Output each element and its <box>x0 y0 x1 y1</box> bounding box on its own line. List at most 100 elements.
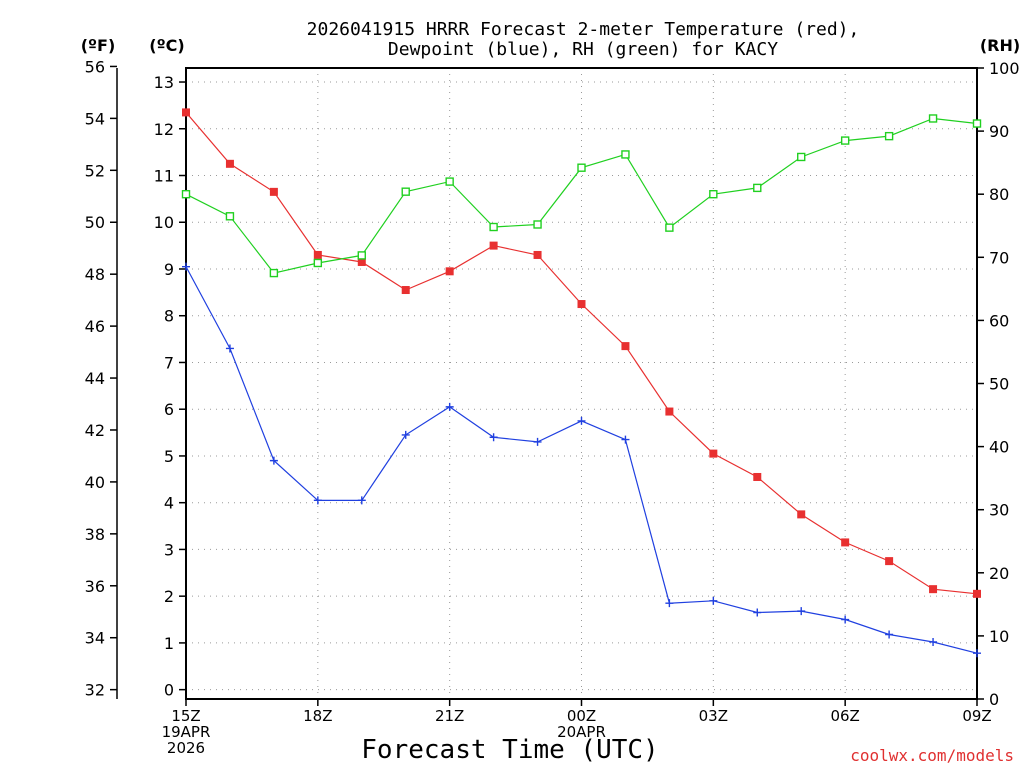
dewpoint-point <box>797 607 806 616</box>
temperature-point <box>841 538 850 547</box>
x-tick-label: 2026 <box>167 739 205 757</box>
rh-tick-label: 20 <box>989 564 1009 583</box>
temperature-point <box>313 250 322 259</box>
unit-label-celsius: (ºC) <box>149 36 184 55</box>
fahrenheit-tick-label: 34 <box>85 629 105 648</box>
dewpoint-point <box>973 649 981 658</box>
x-tick-label: 06Z <box>830 707 859 725</box>
x-tick-label: 20APR <box>557 723 606 741</box>
temperature-line <box>185 112 978 595</box>
series-layer <box>181 108 982 658</box>
fahrenheit-tick-label: 40 <box>85 473 105 492</box>
dewpoint-line <box>185 266 978 654</box>
dewpoint-point <box>489 433 498 442</box>
rh-point <box>621 150 630 159</box>
fahrenheit-tick-label: 56 <box>85 57 105 76</box>
fahrenheit-tick-label: 32 <box>85 681 105 700</box>
dewpoint-point <box>621 435 630 444</box>
dewpoint-point <box>885 630 894 639</box>
rh-point <box>445 177 454 186</box>
rh-tick-label: 100 <box>989 59 1020 78</box>
rh-point <box>797 152 806 162</box>
temperature-point <box>753 472 762 481</box>
celsius-tick-label: 2 <box>164 587 174 606</box>
celsius-tick-label: 6 <box>164 400 174 419</box>
credit-text: coolwx.com/models <box>850 746 1014 765</box>
dewpoint-point <box>665 599 674 608</box>
chart-title-line1: 2026041915 HRRR Forecast 2-meter Tempera… <box>307 19 860 40</box>
unit-label-rh: (RH) <box>980 36 1020 55</box>
rh-tick-label: 60 <box>989 311 1009 330</box>
rh-point <box>225 212 235 221</box>
fahrenheit-tick-label: 50 <box>85 213 105 232</box>
rh-tick-label: 90 <box>989 122 1009 141</box>
dewpoint-point <box>225 344 234 353</box>
dewpoint-point <box>753 608 762 617</box>
celsius-tick-label: 9 <box>164 260 174 279</box>
rh-point <box>665 223 674 232</box>
celsius-tick-label: 10 <box>154 213 174 232</box>
rh-tick-label: 40 <box>989 438 1009 457</box>
rh-point <box>313 258 323 268</box>
celsius-tick-label: 3 <box>164 540 174 559</box>
dewpoint-point <box>841 615 850 624</box>
fahrenheit-tick-label: 48 <box>85 265 105 284</box>
temperature-point <box>357 257 366 266</box>
celsius-tick-label: 7 <box>164 353 174 372</box>
rh-point <box>269 268 279 278</box>
temperature-point <box>533 250 542 259</box>
fahrenheit-tick-label: 44 <box>85 369 105 388</box>
fahrenheit-tick-label: 54 <box>85 109 105 128</box>
dewpoint-point <box>182 262 190 271</box>
temperature-point <box>225 159 234 168</box>
temperature-point <box>182 108 190 117</box>
celsius-tick-label: 4 <box>164 494 174 513</box>
x-axis-label: Forecast Time (UTC) <box>361 735 658 765</box>
temperature-point <box>577 300 586 309</box>
dewpoint-point <box>445 402 454 411</box>
fahrenheit-tick-label: 36 <box>85 577 105 596</box>
chart-title-line2: Dewpoint (blue), RH (green) for KACY <box>388 39 778 60</box>
temperature-point <box>973 589 981 598</box>
fahrenheit-tick-label: 42 <box>85 421 105 440</box>
celsius-tick-label: 0 <box>164 681 174 700</box>
rh-tick-label: 80 <box>989 185 1009 204</box>
rh-line <box>185 117 978 274</box>
rh-tick-label: 70 <box>989 248 1009 267</box>
dewpoint-point <box>533 437 542 446</box>
rh-point <box>489 222 498 232</box>
rh-point <box>357 251 366 260</box>
fahrenheit-tick-label: 46 <box>85 317 105 336</box>
temperature-point <box>445 267 454 276</box>
dewpoint-point <box>709 596 718 605</box>
x-tick-label: 19APR <box>162 723 211 741</box>
celsius-tick-label: 8 <box>164 307 174 326</box>
celsius-tick-label: 11 <box>154 167 174 186</box>
x-tick-label: 09Z <box>962 707 991 725</box>
temperature-point <box>621 342 630 351</box>
celsius-tick-label: 1 <box>164 634 174 653</box>
grid-lines <box>185 68 978 699</box>
rh-tick-label: 50 <box>989 375 1009 394</box>
x-tick-label: 00Z <box>567 707 596 725</box>
rh-point <box>533 220 542 229</box>
rh-point <box>928 114 938 123</box>
dewpoint-point <box>269 456 278 465</box>
x-tick-label: 03Z <box>699 707 728 725</box>
rh-point <box>884 131 894 141</box>
axes: 3234363840424446485052545601234567891011… <box>85 57 1020 709</box>
rh-point <box>840 136 850 145</box>
temperature-point <box>797 510 806 519</box>
temperature-point <box>885 557 894 566</box>
fahrenheit-tick-label: 38 <box>85 525 105 544</box>
dewpoint-point <box>929 637 938 646</box>
rh-point <box>709 189 718 199</box>
rh-point <box>972 119 982 128</box>
celsius-tick-label: 12 <box>154 120 174 139</box>
temperature-point <box>929 585 938 594</box>
dewpoint-point <box>577 416 586 425</box>
rh-point <box>401 187 410 196</box>
fahrenheit-tick-label: 52 <box>85 161 105 180</box>
